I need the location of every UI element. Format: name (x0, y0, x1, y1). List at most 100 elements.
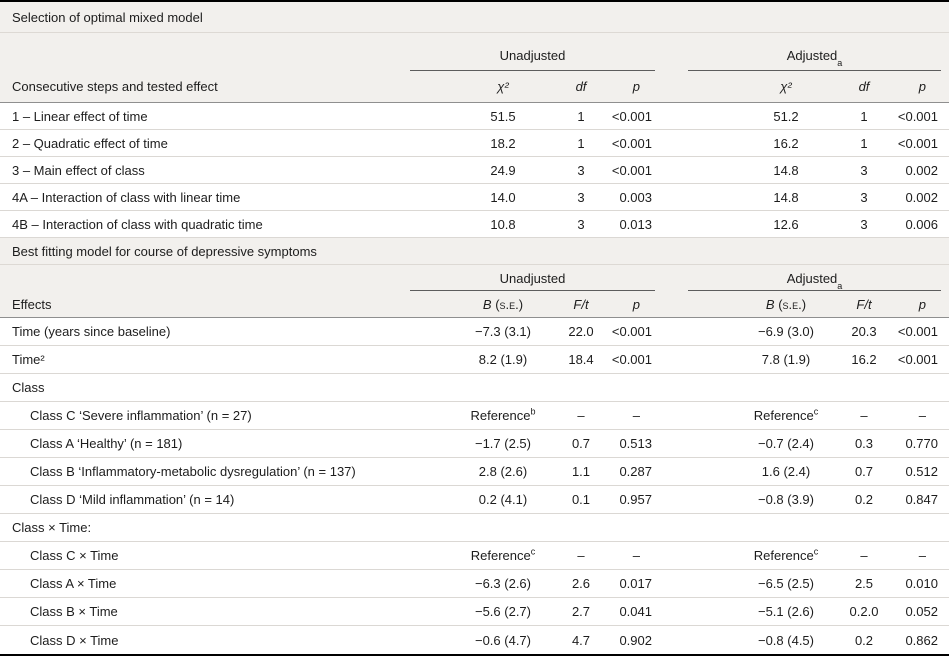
row-label: Class A ‘Healthy’ (n = 181) (30, 436, 183, 451)
cell-unadjusted-ft: 18.4 (568, 352, 594, 367)
cell-unadjusted-p: <0.001 (611, 162, 652, 178)
footnote-marker-c: c (813, 546, 819, 557)
cell-adjusted-ft: 0.2 (854, 632, 874, 648)
cell-unadjusted-ft: 1.1 (571, 464, 591, 479)
cell-adjusted-p: 0.847 (905, 492, 938, 507)
cell-unadjusted-p: 0.957 (619, 492, 652, 507)
cell-adjusted-b: Referencec (730, 407, 842, 423)
chi2-header-unadjusted: χ² (497, 79, 509, 94)
cell-adjusted-b: −5.1 (2.6) (757, 604, 814, 619)
cell-adjusted-b: −0.7 (2.4) (757, 436, 814, 451)
chi2-header-adjusted: χ² (780, 79, 792, 94)
cell-unadjusted-ft: 2.7 (571, 604, 591, 619)
b-se-header-adjusted: B (s.e.) (730, 297, 842, 312)
section1-title: Selection of optimal mixed model (12, 9, 203, 25)
cell-adjusted-p: 0.002 (905, 189, 938, 205)
reference-text: Reference (470, 548, 531, 563)
cell-adjusted-ft: 0.7 (854, 464, 874, 479)
cell-unadjusted-b: −1.7 (2.5) (474, 436, 531, 451)
row-label: 4A – Interaction of class with linear ti… (12, 189, 241, 205)
row-label: Class C × Time (30, 548, 119, 563)
adjusted-group-header: Adjusted a (688, 265, 941, 291)
cell-unadjusted-df: 1 (577, 108, 585, 124)
cell-unadjusted-p: 0.013 (619, 216, 652, 232)
cell-adjusted-ft: 0.3 (854, 436, 874, 451)
adjusted-label: Adjusted (786, 271, 838, 286)
section2-title-row: Best fitting model for course of depress… (0, 238, 949, 265)
row-label: 1 – Linear effect of time (12, 108, 148, 124)
cell-unadjusted-p: <0.001 (611, 135, 652, 151)
cell-adjusted-p: 0.006 (905, 216, 938, 232)
cell-unadjusted-p: 0.902 (619, 632, 652, 648)
cell-adjusted-p: – (918, 408, 926, 423)
cell-adjusted-ft: 2.5 (854, 576, 874, 591)
cell-unadjusted-df: 3 (577, 189, 585, 205)
subsection-row-class: Class (0, 374, 949, 402)
table-row: 3 – Main effect of class 24.9 3 <0.001 1… (0, 157, 949, 184)
b-label: B (482, 296, 492, 312)
cell-adjusted-b: Referencec (730, 546, 842, 563)
cell-unadjusted-chi2: 18.2 (490, 135, 516, 151)
row-label: Time (years since baseline) (12, 324, 171, 339)
unadjusted-label: Unadjusted (499, 48, 566, 63)
cell-unadjusted-b: 2.8 (2.6) (478, 464, 528, 479)
cell-adjusted-p: <0.001 (897, 352, 938, 367)
cell-unadjusted-ft: 4.7 (571, 632, 591, 648)
adjusted-group-header: Adjusted a (688, 33, 941, 71)
cell-adjusted-b: −6.5 (2.5) (757, 576, 814, 591)
cell-adjusted-b: −0.8 (3.9) (757, 492, 814, 507)
cell-adjusted-p: 0.770 (905, 436, 938, 451)
table-row: 1 – Linear effect of time 51.5 1 <0.001 … (0, 103, 949, 130)
adjusted-label: Adjusted (786, 48, 838, 63)
cell-adjusted-p: <0.001 (897, 324, 938, 339)
row-label: Class B × Time (30, 604, 118, 619)
cell-unadjusted-p: 0.003 (619, 189, 652, 205)
cell-unadjusted-chi2: 51.5 (490, 108, 516, 124)
p-header-adjusted: p (918, 79, 926, 94)
cell-unadjusted-b: Referenceb (447, 407, 559, 423)
table-row: Class D ‘Mild inflammation’ (n = 14) 0.2… (0, 486, 949, 514)
cell-unadjusted-chi2: 10.8 (490, 216, 516, 232)
reference-text: Reference (753, 548, 814, 563)
table-row: Class A × Time −6.3 (2.6) 2.6 0.017 −6.5… (0, 570, 949, 598)
table-row: Time (years since baseline) −7.3 (3.1) 2… (0, 318, 949, 346)
unadjusted-group-header: Unadjusted (410, 33, 655, 71)
cell-unadjusted-df: 3 (577, 216, 585, 232)
cell-unadjusted-ft: 0.7 (571, 436, 591, 451)
row-label: Class C ‘Severe inflammation’ (n = 27) (30, 408, 252, 423)
cell-unadjusted-ft: 22.0 (568, 324, 594, 339)
cell-unadjusted-ft: 0.1 (571, 492, 591, 507)
cell-adjusted-ft: 20.3 (851, 324, 877, 339)
table-row: Class B ‘Inflammatory-metabolic dysregul… (0, 458, 949, 486)
df-header-adjusted: df (858, 79, 870, 94)
se-label: (s.e.) (495, 296, 524, 312)
footnote-marker-c: c (530, 546, 536, 557)
cell-adjusted-chi2: 12.6 (773, 216, 799, 232)
table-row: 2 – Quadratic effect of time 18.2 1 <0.0… (0, 130, 949, 157)
subsection-row-class-time: Class × Time: (0, 514, 949, 542)
p-header-unadjusted: p (632, 79, 640, 94)
cell-unadjusted-p: 0.513 (619, 436, 652, 451)
cell-unadjusted-p: <0.001 (611, 108, 652, 124)
cell-unadjusted-b: 0.2 (4.1) (478, 492, 528, 507)
cell-adjusted-b: 7.8 (1.9) (761, 352, 811, 367)
cell-unadjusted-p: – (632, 548, 640, 563)
row-label: 2 – Quadratic effect of time (12, 135, 168, 151)
cell-adjusted-df: 3 (860, 189, 868, 205)
subsection-label: Class × Time: (12, 520, 92, 535)
cell-adjusted-ft: – (860, 548, 868, 563)
cell-adjusted-b: −0.8 (4.5) (757, 632, 814, 648)
p-header-unadjusted: p (632, 296, 640, 312)
cell-unadjusted-b: Referencec (447, 546, 559, 563)
cell-unadjusted-ft: 2.6 (571, 576, 591, 591)
table-row: Class C × Time Referencec – – Referencec… (0, 542, 949, 570)
table-row: Class A ‘Healthy’ (n = 181) −1.7 (2.5) 0… (0, 430, 949, 458)
cell-adjusted-ft: 16.2 (851, 352, 877, 367)
subsection-label: Class (12, 380, 45, 395)
row-label: Class B ‘Inflammatory-metabolic dysregul… (30, 464, 356, 479)
row-label: 4B – Interaction of class with quadratic… (12, 216, 263, 232)
table-row: Class D × Time −0.6 (4.7) 4.7 0.902 −0.8… (0, 626, 949, 654)
cell-unadjusted-b: 8.2 (1.9) (478, 352, 528, 367)
cell-adjusted-b: −6.9 (3.0) (757, 324, 814, 339)
df-header-unadjusted: df (575, 79, 587, 94)
